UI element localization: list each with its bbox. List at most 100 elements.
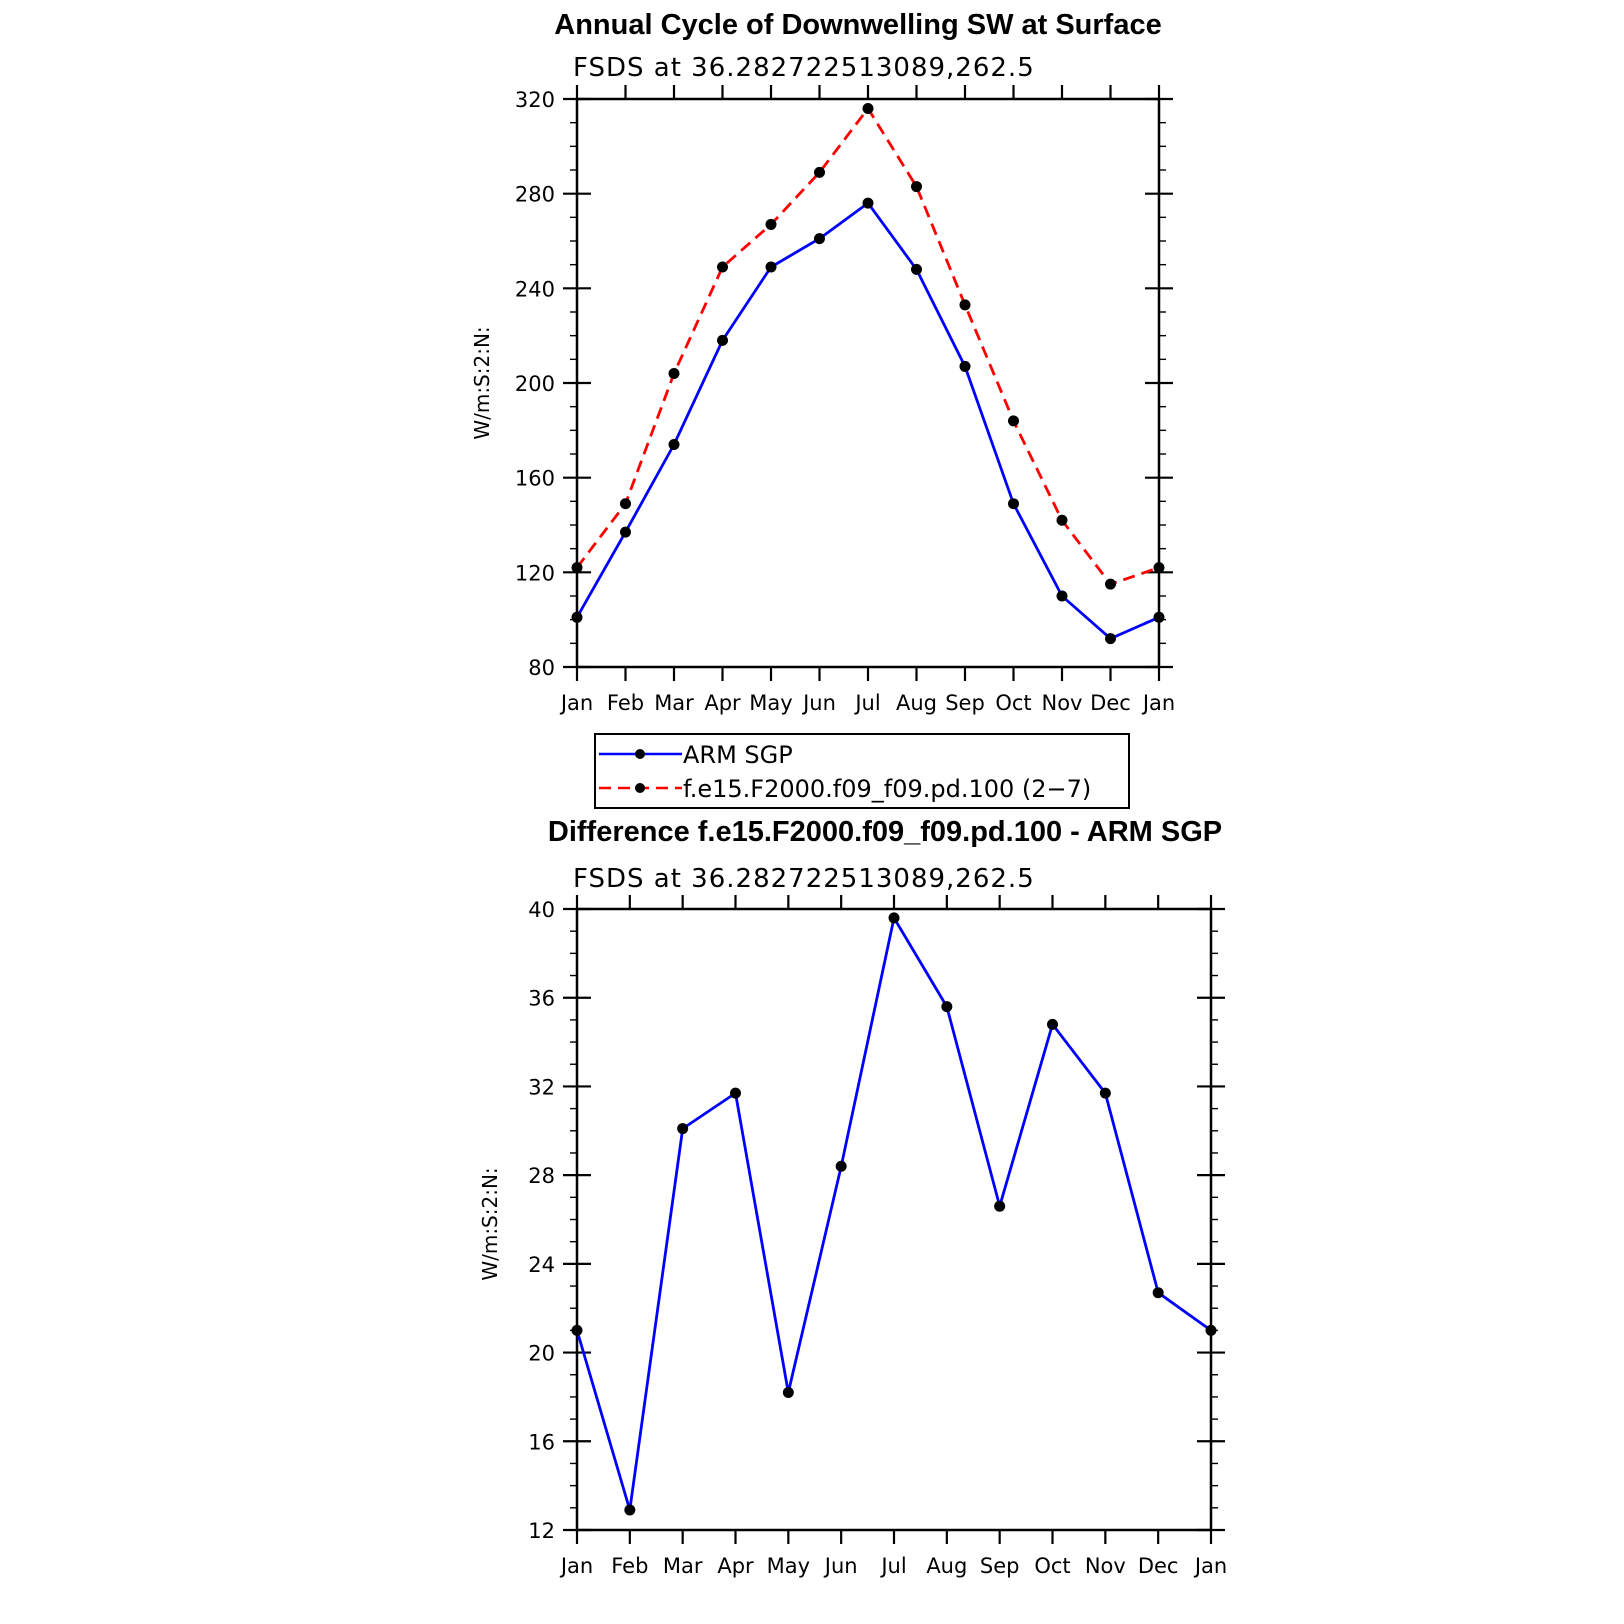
data-point <box>765 218 777 230</box>
legend-box <box>594 733 1130 809</box>
x-tick-label: Dec <box>1138 1554 1179 1578</box>
data-point <box>941 1001 953 1013</box>
plot-frame <box>575 907 1213 1532</box>
plot-axes: 12 16 20 24 28 32 36 40 Jan Feb Mar Apr May Jun Jul Aug… <box>528 895 1227 1578</box>
data-point <box>1205 1324 1217 1336</box>
data-point <box>994 1200 1006 1212</box>
data-point <box>765 261 777 273</box>
x-tick-label: Jan <box>1193 1554 1227 1578</box>
plot-axes: 80 120 160 200 240 280 320 Jan Feb Mar Apr May Jun Ju… <box>515 85 1175 715</box>
x-tick-label: May <box>767 1554 810 1578</box>
data-point <box>1105 578 1116 590</box>
chart-subtitle: FSDS at 36.282722513089,262.5 <box>573 53 1035 83</box>
data-point <box>911 181 922 193</box>
x-tick-label: Oct <box>995 691 1031 715</box>
y-axis-label: W/m:S:2:N: <box>470 326 494 439</box>
x-tick-label: Mar <box>663 1554 703 1578</box>
y-tick-label: 80 <box>528 656 555 680</box>
y-tick-label: 240 <box>515 277 555 301</box>
y-tick-label: 12 <box>528 1519 555 1543</box>
x-tick-label: Aug <box>896 691 937 715</box>
y-tick-label: 28 <box>528 1164 555 1188</box>
series-line <box>575 916 1212 1512</box>
x-tick-label: Sep <box>980 1554 1020 1578</box>
data-point <box>1008 415 1019 427</box>
data-point <box>677 1123 689 1135</box>
x-tick-label: Mar <box>654 691 694 715</box>
data-point <box>730 1087 741 1099</box>
x-tick-label: Nov <box>1085 1554 1126 1578</box>
series-line <box>575 201 1160 640</box>
chart-subtitle: FSDS at 36.282722513089,262.5 <box>573 864 1035 894</box>
data-point <box>1047 1018 1058 1030</box>
x-tick-label: Nov <box>1042 691 1083 715</box>
data-point <box>1153 611 1165 623</box>
data-point <box>911 263 922 275</box>
plot-data <box>571 102 1165 645</box>
data-point <box>717 261 728 273</box>
chart-title: Annual Cycle of Downwelling SW at Surfac… <box>554 9 1161 41</box>
data-point <box>620 498 631 510</box>
data-point <box>624 1504 636 1516</box>
legend: ARM SGP f.e15.F2000.f09_f09.pd.100 (2−7) <box>594 733 1130 809</box>
data-point <box>717 334 728 346</box>
legend-marker-model <box>635 783 645 793</box>
y-tick-label: 32 <box>528 1075 555 1099</box>
x-tick-label: Jan <box>1141 691 1175 715</box>
x-tick-label: Sep <box>945 691 985 715</box>
legend-label-model: f.e15.F2000.f09_f09.pd.100 (2−7) <box>683 775 1091 803</box>
data-point <box>1099 1087 1111 1099</box>
legend-marker-arm-sgp <box>635 749 645 759</box>
y-tick-label: 320 <box>515 88 555 112</box>
legend-label-arm-sgp: ARM SGP <box>683 741 793 769</box>
data-point <box>835 1160 847 1172</box>
data-point <box>620 526 631 538</box>
difference-panel: Difference f.e15.F2000.f09_f09.pd.100 - … <box>478 816 1227 1578</box>
x-tick-label: Oct <box>1034 1554 1070 1578</box>
data-point <box>862 102 874 114</box>
x-tick-label: Jun <box>823 1554 858 1578</box>
x-tick-label: Jul <box>879 1554 906 1578</box>
data-point <box>668 439 680 451</box>
y-tick-label: 120 <box>515 561 555 585</box>
data-point <box>571 1324 583 1336</box>
y-tick-label: 160 <box>515 467 555 491</box>
annual-cycle-panel: Annual Cycle of Downwelling SW at Surfac… <box>470 9 1175 809</box>
data-point <box>782 1386 794 1398</box>
data-point <box>1008 498 1019 510</box>
data-point <box>1153 562 1165 574</box>
y-tick-label: 280 <box>515 183 555 207</box>
series-line <box>575 107 1160 586</box>
x-tick-label: Feb <box>607 691 644 715</box>
data-point <box>959 360 971 372</box>
x-tick-label: Apr <box>717 1554 754 1578</box>
data-point <box>1056 514 1068 526</box>
y-axis-label: W/m:S:2:N: <box>478 1167 502 1280</box>
data-point <box>814 166 825 178</box>
data-point <box>1152 1287 1164 1299</box>
x-tick-label: Dec <box>1090 691 1131 715</box>
x-tick-label: Jan <box>559 691 593 715</box>
data-point <box>1056 590 1068 602</box>
plot-data <box>571 912 1217 1516</box>
y-tick-label: 16 <box>528 1430 555 1454</box>
data-point <box>888 912 900 924</box>
data-point <box>1105 633 1116 645</box>
x-tick-label: Jan <box>559 1554 593 1578</box>
x-tick-label: Aug <box>926 1554 967 1578</box>
x-tick-label: Apr <box>704 691 741 715</box>
x-tick-label: May <box>749 691 792 715</box>
data-point <box>571 611 583 623</box>
y-tick-label: 200 <box>515 372 555 396</box>
y-tick-label: 40 <box>528 898 555 922</box>
y-tick-label: 24 <box>528 1253 555 1277</box>
x-tick-label: Jul <box>853 691 880 715</box>
plot-frame <box>575 97 1161 669</box>
x-tick-label: Jun <box>801 691 836 715</box>
y-tick-label: 36 <box>528 987 555 1011</box>
x-tick-label: Feb <box>611 1554 648 1578</box>
data-point <box>814 233 825 245</box>
data-point <box>668 368 680 380</box>
data-point <box>571 562 583 574</box>
